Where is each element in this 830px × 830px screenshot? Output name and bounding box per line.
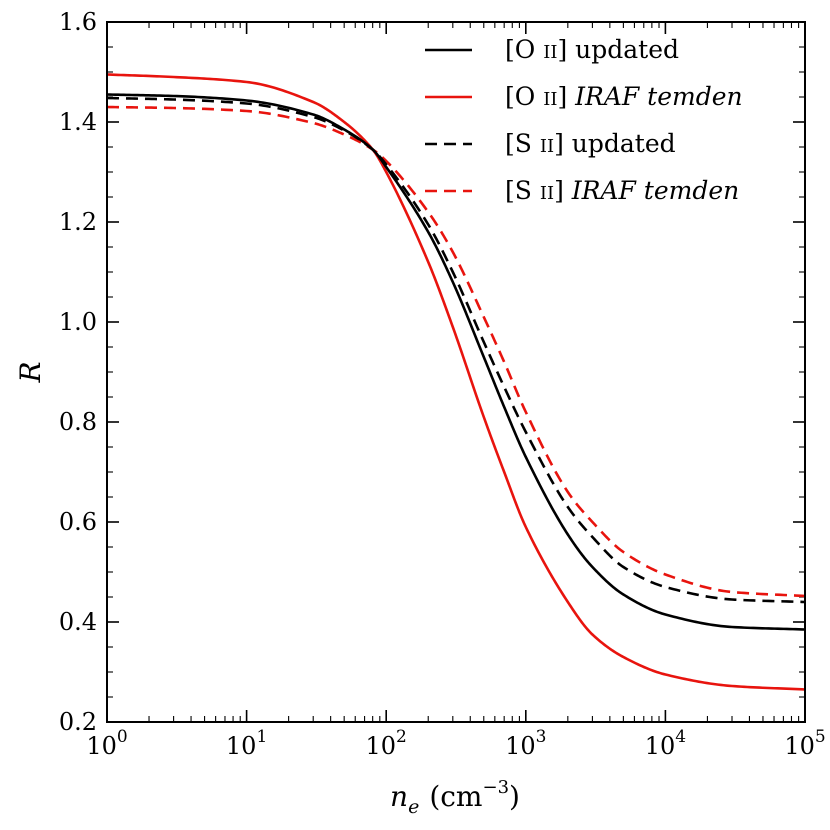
- x-tick-label: 104: [645, 727, 686, 760]
- tick-marks: [106, 21, 806, 723]
- x-tick-label-exp: 1: [256, 727, 267, 747]
- y-tick-label: 0.6: [59, 508, 97, 536]
- series-line-0: [106, 93, 806, 631]
- x-tick-label-base: 10: [505, 732, 536, 760]
- x-tick-label-exp: 2: [396, 727, 407, 747]
- x-tick-label-exp: 3: [536, 727, 547, 747]
- x-axis-label-var: n: [390, 780, 408, 813]
- y-tick-label: 0.2: [59, 708, 97, 736]
- x-tick-label-base: 10: [226, 732, 257, 760]
- legend-label-ion: II: [540, 183, 554, 204]
- x-axis-label: ne (cm−3): [390, 777, 520, 818]
- y-tick-label: 0.4: [59, 608, 97, 636]
- y-axis-label: R: [14, 361, 47, 383]
- y-tick-label: 1.0: [59, 308, 97, 336]
- tick-labels: 100 101 102 103 104 1050.20.40.60.81.01.21.41…: [59, 8, 826, 760]
- legend-label-prefix: [O: [505, 82, 543, 111]
- x-tick-label-base: 10: [784, 732, 815, 760]
- plot-area: [106, 73, 806, 691]
- plot-frame: [106, 21, 806, 723]
- series-line-3: [106, 105, 806, 598]
- x-tick-label-base: 10: [86, 732, 117, 760]
- y-tick-label: 1.6: [59, 8, 97, 36]
- legend-label-suffix: ]: [554, 176, 572, 205]
- y-tick-label: 0.8: [59, 408, 97, 436]
- legend-label-tail: updated: [572, 129, 676, 158]
- legend-label-suffix: ]: [554, 129, 572, 158]
- legend-label-prefix: [O: [505, 35, 543, 64]
- legend-label-tail: IRAF temden: [574, 82, 743, 111]
- legend-label-prefix: [S: [505, 129, 540, 158]
- legend: [O II] updated[O II] IRAF temden[S II] u…: [425, 35, 743, 205]
- x-tick-label-exp: 5: [815, 727, 826, 747]
- x-tick-label-base: 10: [645, 732, 676, 760]
- x-tick-label-exp: 0: [117, 727, 128, 747]
- series-line-2: [106, 96, 806, 604]
- x-tick-label: 100: [86, 727, 127, 760]
- x-tick-label: 103: [505, 727, 546, 760]
- legend-label-3: [S II] IRAF temden: [505, 176, 739, 205]
- legend-label-suffix: ]: [557, 35, 575, 64]
- x-tick-label: 101: [226, 727, 267, 760]
- legend-label-2: [S II] updated: [505, 129, 676, 158]
- y-tick-label: 1.4: [59, 108, 97, 136]
- y-tick-label: 1.2: [59, 208, 97, 236]
- legend-label-ion: II: [543, 42, 557, 63]
- x-tick-label-base: 10: [366, 732, 397, 760]
- x-tick-label: 105: [784, 727, 825, 760]
- legend-label-0: [O II] updated: [505, 35, 679, 64]
- x-axis-label-exp: −3: [482, 777, 509, 798]
- legend-label-prefix: [S: [505, 176, 540, 205]
- x-tick-label: 102: [366, 727, 407, 760]
- series-line-1: [106, 73, 806, 691]
- legend-label-suffix: ]: [557, 82, 575, 111]
- x-axis-label-close: ): [509, 780, 520, 813]
- legend-label-ion: II: [543, 89, 557, 110]
- legend-label-1: [O II] IRAF temden: [505, 82, 743, 111]
- x-tick-label-exp: 4: [675, 727, 686, 747]
- x-axis-label-sub: e: [408, 796, 419, 818]
- legend-label-tail: updated: [575, 35, 679, 64]
- x-axis-label-unit: (cm: [429, 780, 482, 813]
- legend-label-tail: IRAF temden: [571, 176, 740, 205]
- legend-label-ion: II: [540, 136, 554, 157]
